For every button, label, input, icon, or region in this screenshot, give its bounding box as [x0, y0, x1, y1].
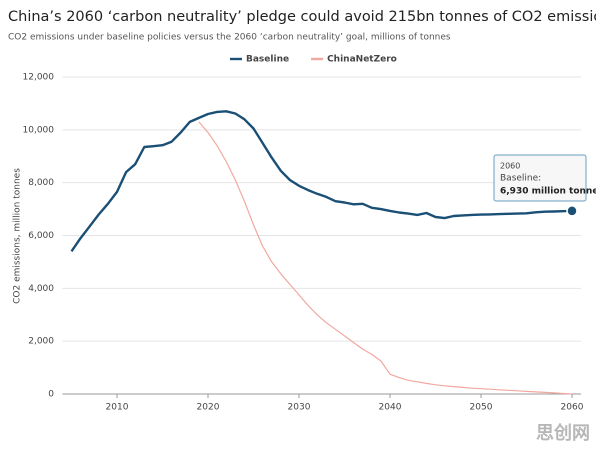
- highlight-point: [566, 205, 578, 217]
- y-axis-label: CO2 emissions, million tonnes: [13, 168, 23, 304]
- tooltip-label: Baseline:: [500, 174, 541, 184]
- series-line: [70, 110, 573, 252]
- y-tick-label: 8,000: [28, 178, 54, 188]
- watermark: 思创网: [536, 422, 590, 444]
- x-tick-label: 2060: [561, 403, 584, 413]
- tooltip-value: 6,930 million tonnes: [500, 187, 596, 197]
- legend-label: ChinaNetZero: [327, 55, 397, 65]
- y-tick-label: 10,000: [23, 125, 55, 135]
- y-tick-label: 0: [48, 390, 54, 400]
- x-tick-label: 2020: [197, 403, 220, 413]
- x-tick-label: 2040: [379, 403, 402, 413]
- x-tick-label: 2030: [288, 403, 311, 413]
- x-tick-label: 2050: [470, 403, 493, 413]
- series-line: [198, 121, 573, 395]
- x-tick-label: 2010: [106, 403, 129, 413]
- chart-title: China’s 2060 ‘carbon neutrality’ pledge …: [8, 9, 596, 25]
- y-tick-label: 6,000: [28, 231, 54, 241]
- y-tick-label: 4,000: [28, 284, 54, 294]
- tooltip-box: [493, 154, 587, 202]
- legend-label: Baseline: [246, 55, 289, 65]
- y-tick-label: 12,000: [23, 73, 55, 83]
- tooltip-title: 2060: [500, 162, 520, 171]
- y-tick-label: 2,000: [28, 337, 54, 347]
- chart-subtitle: CO2 emissions under baseline policies ve…: [8, 33, 451, 43]
